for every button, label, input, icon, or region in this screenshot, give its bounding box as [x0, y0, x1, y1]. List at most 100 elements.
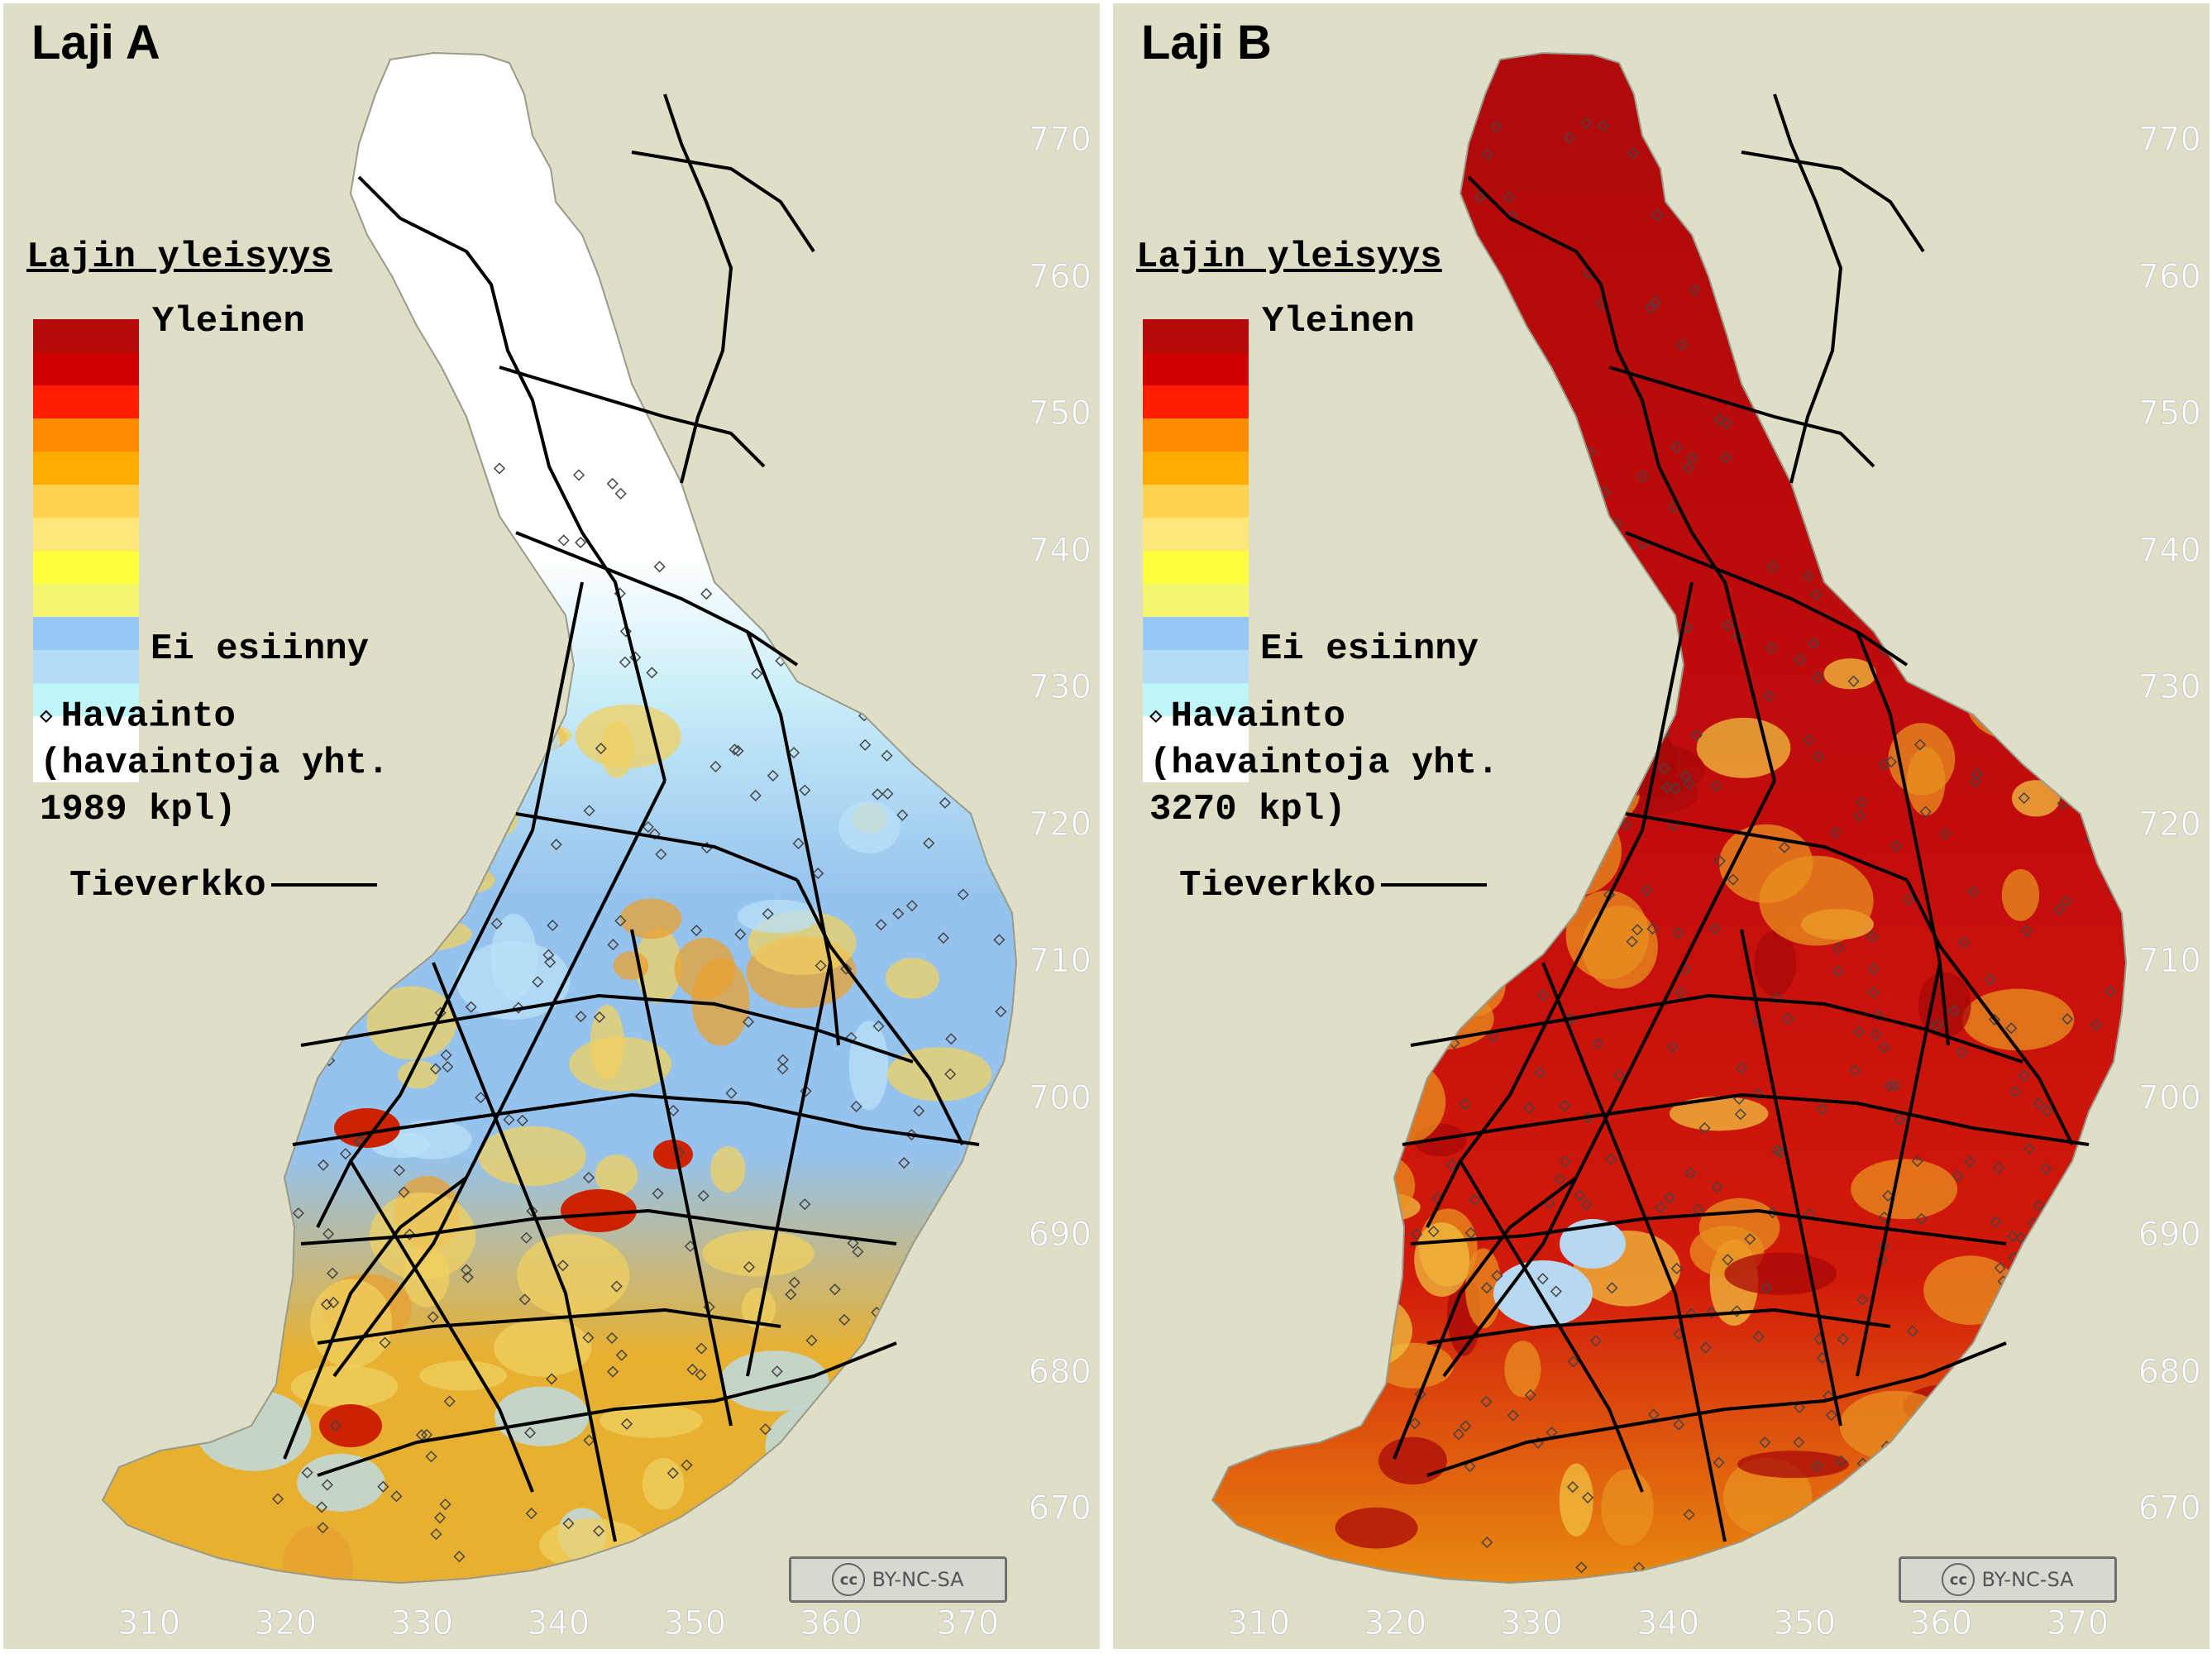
abundance-patch	[1724, 1252, 1837, 1295]
observation-marker	[1006, 1315, 1016, 1327]
observation-marker	[550, 839, 562, 851]
hotspot-patch	[561, 1189, 637, 1232]
license-badge: cc BY-NC-SA	[789, 1556, 1007, 1603]
abundance-patch	[233, 1213, 275, 1245]
observation-marker	[1732, 136, 1745, 149]
road-network	[283, 93, 980, 1542]
observation-marker	[1397, 949, 1409, 962]
abundance-patch	[595, 1154, 638, 1196]
observation-marker	[1452, 1428, 1464, 1441]
observation-marker	[2020, 925, 2033, 937]
abundance-patch	[1335, 1507, 1418, 1549]
observation-marker	[1885, 756, 1897, 768]
abundance-patch	[2070, 1304, 2109, 1393]
observation-marker	[546, 1373, 558, 1385]
observation-marker	[1902, 1466, 1914, 1479]
observation-marker	[1689, 284, 1701, 296]
observation-marker	[1809, 273, 1822, 285]
road-line-icon	[270, 883, 377, 887]
road-line	[1856, 962, 1942, 1377]
observation-marker	[972, 1323, 984, 1336]
observation-marker	[475, 1092, 487, 1104]
observation-marker	[1575, 1561, 1588, 1574]
legend-swatch	[1143, 485, 1249, 518]
observation-marker	[1947, 308, 1960, 321]
observation-marker	[1875, 1254, 1888, 1266]
observation-marker	[2101, 1221, 2114, 1233]
observation-marker	[523, 1427, 537, 1439]
observation-marker	[700, 588, 713, 600]
legend-swatch	[1143, 518, 1249, 551]
observation-marker	[1391, 526, 1404, 538]
observation-marker	[880, 1397, 892, 1409]
observation-marker	[642, 820, 654, 834]
observation-marker	[606, 477, 619, 490]
observation-marker	[1424, 113, 1437, 126]
y-tick-label: 720	[2138, 805, 2201, 844]
observation-marker	[542, 949, 555, 961]
observation-marker	[1775, 1146, 1787, 1159]
observation-marker	[1536, 1273, 1549, 1285]
observation-marker	[434, 735, 447, 748]
observation-marker	[838, 1313, 851, 1326]
observation-marker	[1466, 676, 1479, 688]
observation-marker	[905, 663, 917, 676]
observation-marker	[742, 1016, 755, 1028]
observation-marker	[945, 1033, 958, 1045]
observation-marker	[268, 1008, 280, 1021]
abundance-patch	[600, 1403, 703, 1438]
observation-marker	[805, 1334, 818, 1346]
observation-marker	[1480, 1282, 1493, 1294]
observation-marker	[2062, 1013, 2074, 1025]
y-tick-label: 670	[1028, 1489, 1092, 1528]
observation-marker	[2098, 421, 2110, 433]
observation-marker	[2084, 1337, 2096, 1350]
observation-marker	[1650, 296, 1662, 308]
observation-marker	[320, 1298, 333, 1311]
abundance-patch	[710, 1146, 746, 1193]
observation-marker	[1501, 629, 1513, 641]
abundance-patch	[1436, 954, 1506, 1017]
abundance-patch	[1888, 723, 1956, 796]
observation-marker	[1804, 228, 1816, 241]
legend-swatch	[33, 352, 139, 385]
legend-swatch	[33, 683, 139, 716]
observation-marker	[2085, 748, 2097, 760]
observation-marker	[1814, 436, 1827, 448]
observation-marker	[1982, 154, 1995, 166]
observation-marker	[800, 1085, 812, 1097]
observation-marker	[1957, 609, 1970, 621]
observation-marker	[1969, 776, 1981, 788]
abundance-patch	[403, 792, 518, 848]
observation-marker	[1951, 667, 1963, 679]
observation-marker	[1369, 1028, 1381, 1041]
observation-marker	[327, 1297, 340, 1309]
observation-marker	[1507, 1409, 1519, 1422]
observation-marker	[1713, 1456, 1725, 1469]
observation-marker	[751, 667, 763, 680]
observation-marker	[2078, 183, 2090, 195]
panel-title: Laji A	[31, 16, 160, 69]
road-line	[1442, 780, 1776, 1378]
observation-marker	[1812, 750, 1824, 763]
observation-marker	[1592, 1038, 1604, 1050]
road-line	[1741, 151, 1925, 253]
road-line	[317, 1341, 897, 1477]
observation-marker	[709, 760, 722, 773]
observation-marker	[762, 1489, 775, 1501]
observation-marker	[423, 486, 436, 499]
observation-marker	[258, 1069, 270, 1082]
observation-marker	[1563, 131, 1575, 144]
observation-marker	[1911, 1155, 1923, 1168]
road-line	[1773, 93, 1842, 484]
observation-marker	[1889, 1079, 1901, 1092]
abundance-patch	[931, 639, 995, 704]
abundance-patch	[1532, 806, 1622, 896]
observation-marker	[1734, 1108, 1746, 1121]
observation-marker	[1670, 441, 1683, 453]
observation-marker	[607, 1365, 619, 1378]
abundance-patch	[372, 909, 408, 974]
observation-marker	[1491, 1269, 1503, 1282]
observation-marker	[901, 1292, 914, 1304]
observation-marker	[614, 915, 627, 927]
